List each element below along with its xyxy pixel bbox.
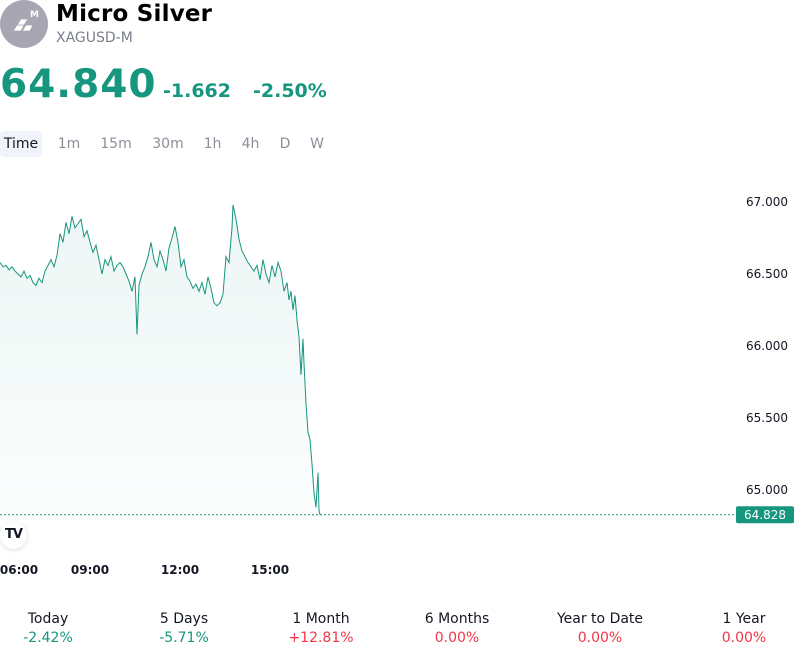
tab-30m[interactable]: 30m	[152, 136, 184, 152]
price-chart[interactable]: 64.828 67.000 66.500 66.000 65.500 65.000 06…	[0, 170, 800, 590]
last-price: 64.840	[0, 62, 157, 107]
perf-6-months[interactable]: 6 Months 0.00%	[397, 610, 517, 647]
perf-label: Today	[27, 611, 69, 627]
y-tick-label: 67.000	[746, 195, 788, 209]
perf-1-month[interactable]: 1 Month +12.81%	[261, 610, 381, 647]
x-tick-label: 15:00	[251, 563, 289, 577]
perf-value: -5.71%	[159, 630, 209, 646]
perf-label: 1 Month	[292, 611, 350, 627]
x-tick-label: 12:00	[161, 563, 199, 577]
y-axis: 67.000 66.500 66.000 65.500 65.000	[746, 195, 788, 497]
price-change-percent: -2.50%	[253, 80, 327, 102]
symbol-header: M Micro Silver XAGUSD-M	[0, 0, 800, 60]
tab-d[interactable]: D	[279, 136, 291, 152]
y-tick-label: 65.500	[746, 411, 788, 425]
symbol-title: Micro Silver	[56, 1, 213, 27]
perf-1-year[interactable]: 1 Year 0.00%	[684, 610, 800, 647]
perf-value: +12.81%	[288, 630, 354, 646]
perf-label: 1 Year	[722, 611, 766, 627]
perf-5-days[interactable]: 5 Days -5.71%	[124, 610, 244, 647]
x-tick-label: 06:00	[0, 563, 38, 577]
perf-today[interactable]: Today -2.42%	[0, 610, 108, 647]
perf-value: 0.00%	[434, 630, 480, 646]
tradingview-logo-text: TV	[5, 527, 23, 542]
perf-label: Year to Date	[556, 611, 644, 627]
price-area-fill	[0, 204, 321, 517]
perf-label: 5 Days	[159, 611, 209, 627]
perf-value: 0.00%	[721, 630, 767, 646]
perf-value: 0.00%	[577, 630, 623, 646]
price-series-line	[0, 204, 322, 516]
last-price-marker	[736, 506, 794, 524]
symbol-ticker: XAGUSD-M	[56, 30, 133, 46]
x-tick-label: 09:00	[71, 563, 109, 577]
tab-1m[interactable]: 1m	[57, 136, 81, 152]
perf-label: 6 Months	[424, 611, 490, 627]
silver-bars-icon: M	[0, 0, 48, 48]
logo-badge: M	[30, 10, 39, 20]
last-price-label: 64.828	[744, 508, 786, 522]
perf-year-to-date[interactable]: Year to Date 0.00%	[540, 610, 660, 647]
y-tick-label: 66.000	[746, 339, 788, 353]
tradingview-logo-icon[interactable]: TV	[0, 522, 27, 549]
tab-w[interactable]: W	[310, 136, 324, 152]
y-tick-label: 66.500	[746, 267, 788, 281]
tab-4h[interactable]: 4h	[241, 136, 260, 152]
tab-time[interactable]: Time	[0, 131, 42, 157]
price-change: -1.662	[163, 80, 231, 102]
x-axis: 06:00 09:00 12:00 15:00	[0, 563, 289, 577]
tab-15m[interactable]: 15m	[100, 136, 132, 152]
tab-1h[interactable]: 1h	[203, 136, 222, 152]
perf-value: -2.42%	[23, 630, 73, 646]
performance-row: Today -2.42% 5 Days -5.71% 1 Month +12.8…	[0, 610, 800, 650]
y-tick-label: 65.000	[746, 483, 788, 497]
